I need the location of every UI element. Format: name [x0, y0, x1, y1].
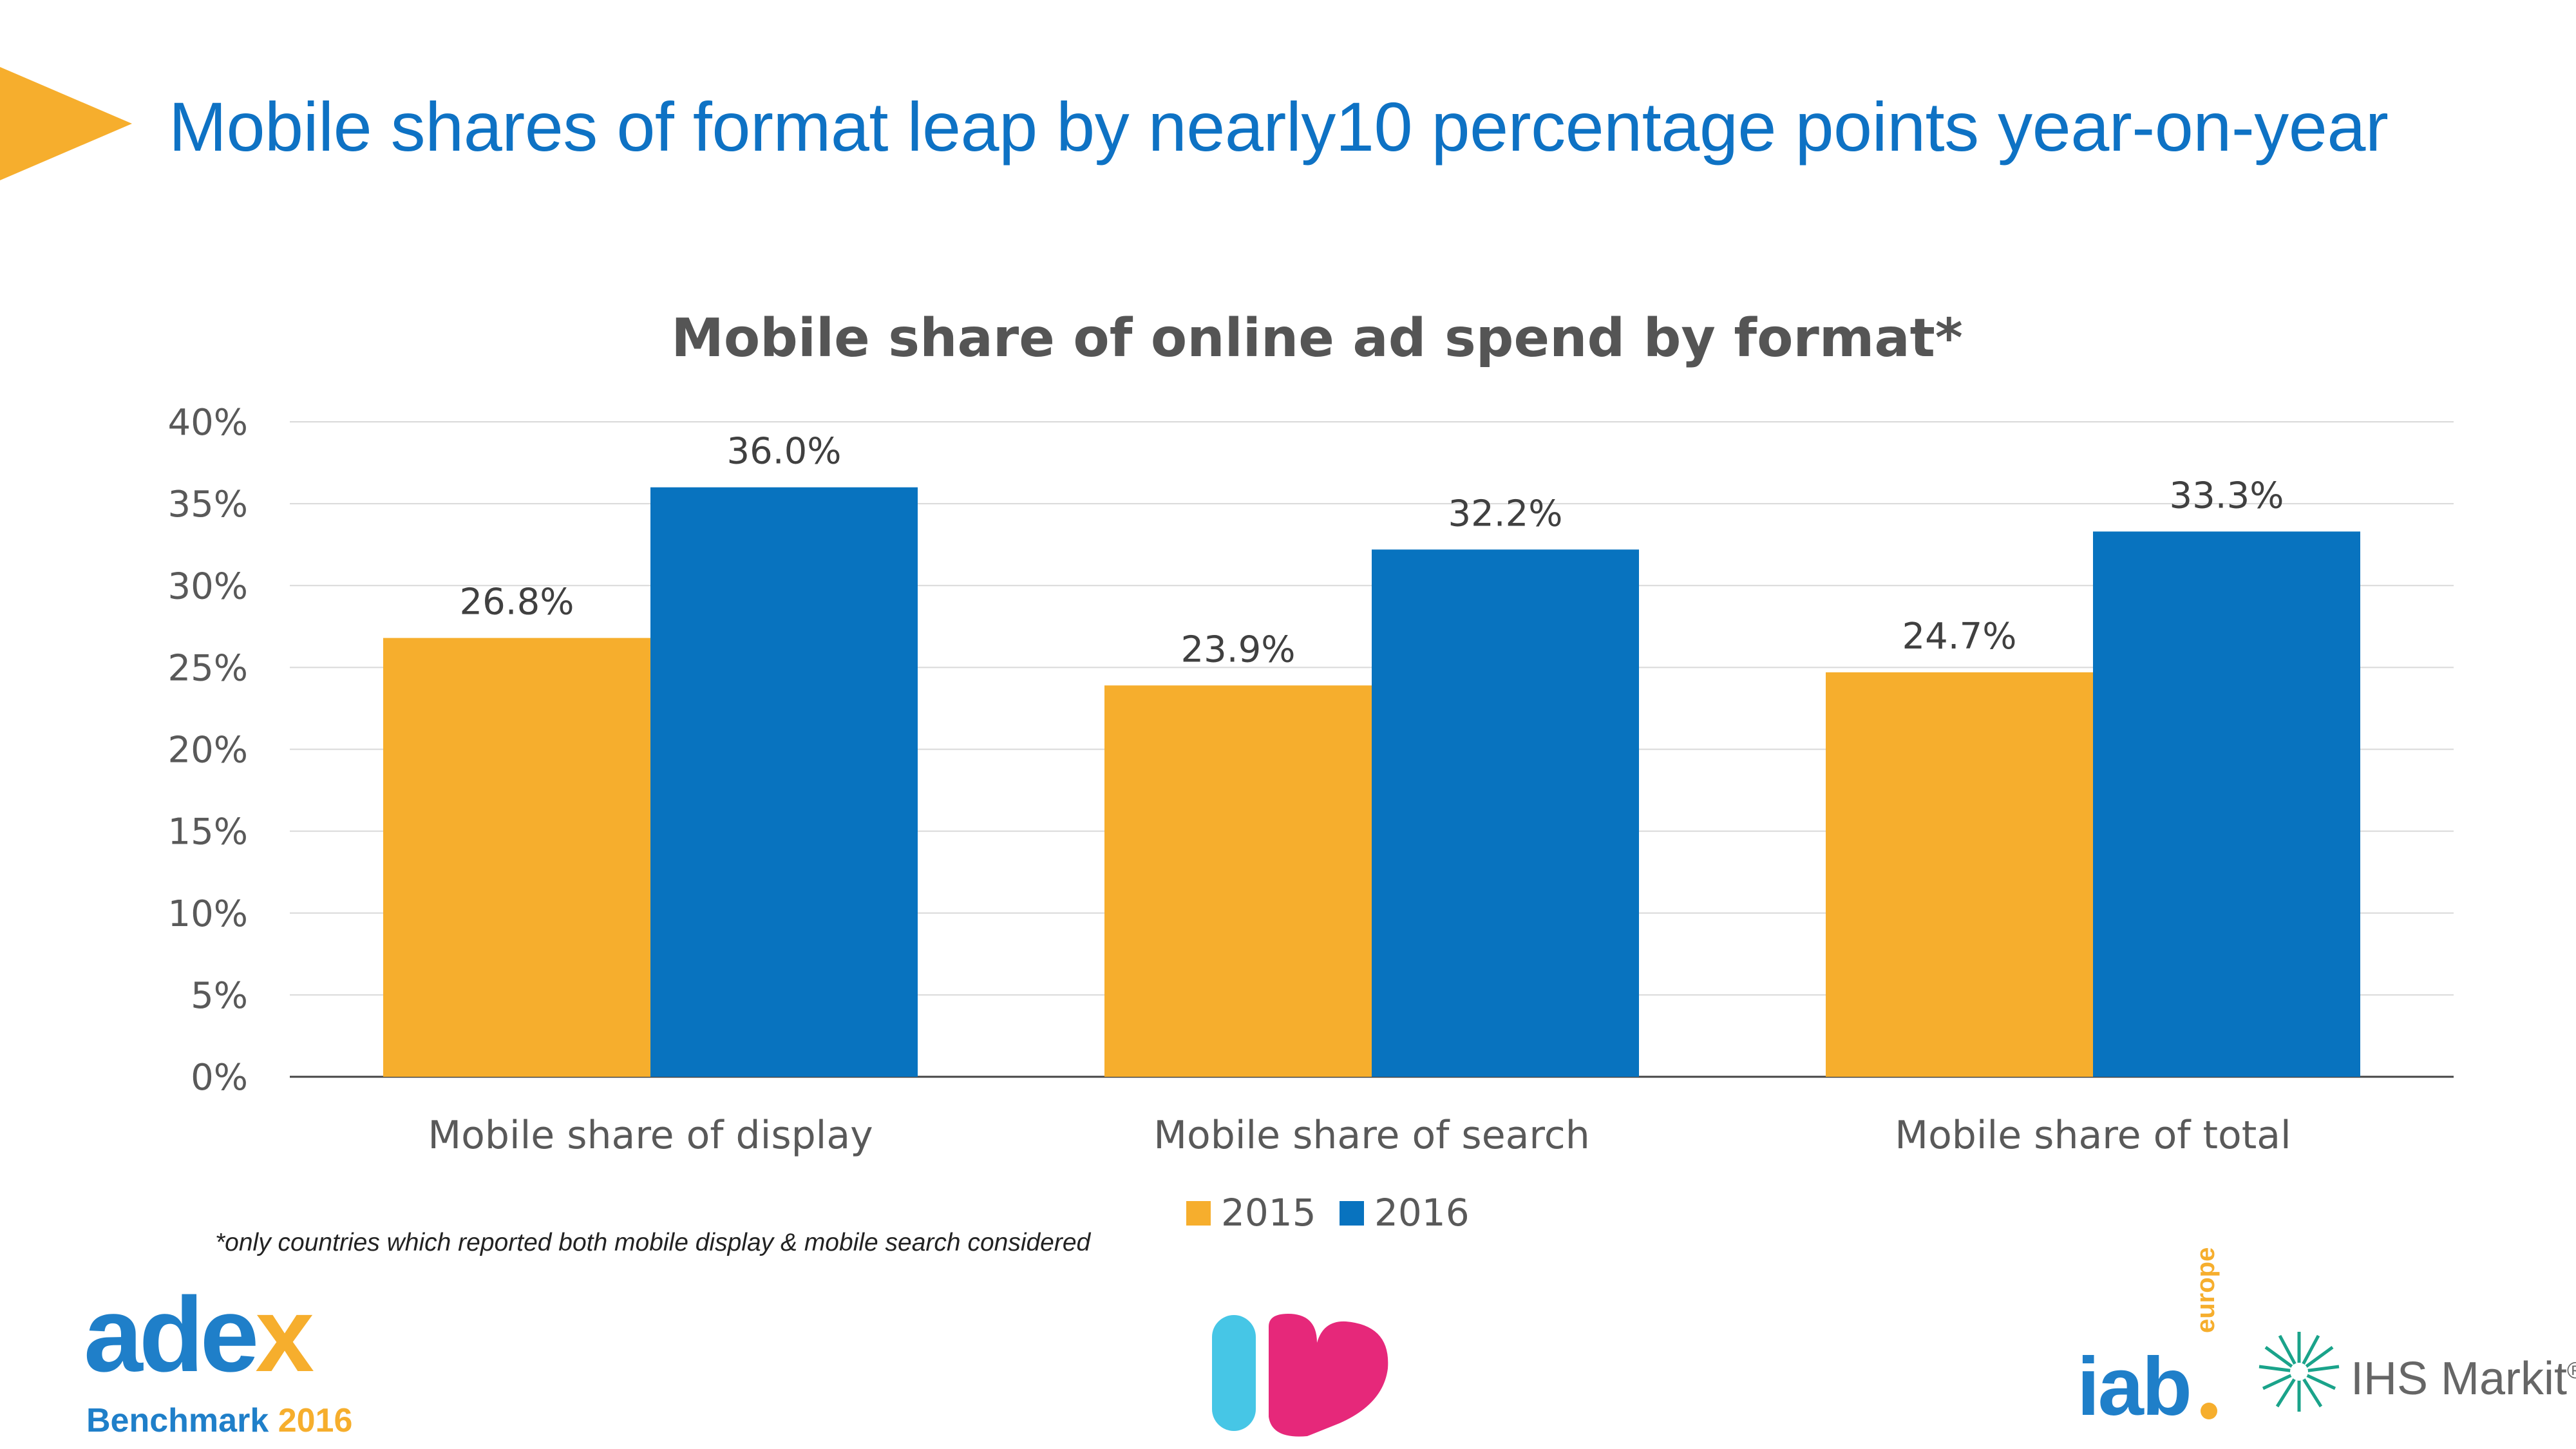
slide-title: Mobile shares of format leap by nearly10… [169, 88, 2389, 166]
adex-logo-word: adex [84, 1275, 314, 1394]
x-category-label: Mobile share of total [1895, 1113, 2291, 1158]
chart-title: Mobile share of online ad spend by forma… [671, 308, 1962, 369]
ihs-markit-logo: IHS Markit® [2254, 1327, 2576, 1430]
y-tick-label: 30% [168, 565, 248, 607]
title-arrow-decoration [0, 67, 132, 180]
bar-2016-3 [2093, 531, 2360, 1077]
x-category-label: Mobile share of display [428, 1113, 873, 1158]
data-label: 23.9% [1181, 629, 1296, 670]
data-label: 26.8% [460, 582, 574, 623]
legend-label: 2016 [1374, 1191, 1470, 1235]
iab-europe-logo: iab europe [2077, 1247, 2231, 1443]
iab-logo-dot [2201, 1403, 2217, 1419]
legend-swatch-2015 [1186, 1201, 1211, 1226]
legend-swatch-2016 [1340, 1201, 1364, 1226]
data-label: 33.3% [2170, 475, 2284, 516]
bar-2016-1 [650, 487, 918, 1077]
bar-2015-2 [1104, 685, 1372, 1077]
iab-logo-word: iab [2077, 1341, 2192, 1433]
data-label: 36.0% [727, 431, 842, 473]
y-tick-label: 20% [168, 730, 248, 772]
bar-2016-2 [1372, 549, 1639, 1077]
ihs-logo-word: IHS Markit® [2351, 1353, 2576, 1405]
data-label: 32.2% [1448, 493, 1563, 535]
y-tick-label: 10% [168, 893, 248, 935]
y-tick-label: 15% [168, 811, 248, 853]
y-tick-label: 5% [191, 975, 248, 1017]
adex-logo-subtitle: Benchmark 2016 [86, 1402, 353, 1439]
bar-chart: Mobile share of online ad spend by forma… [168, 308, 2454, 1235]
bar-2015-3 [1826, 672, 2093, 1077]
y-tick-label: 25% [168, 647, 248, 689]
data-label: 24.7% [1902, 616, 2017, 658]
adex-benchmark-logo: adex Benchmark 2016 [84, 1282, 354, 1443]
iab-logo-europe: europe [2192, 1247, 2220, 1333]
y-tick-label: 0% [191, 1057, 248, 1099]
ihs-starburst-icon [2259, 1332, 2340, 1412]
bar-2015-1 [383, 638, 650, 1077]
x-category-label: Mobile share of search [1153, 1113, 1590, 1158]
footnote: *only countries which reported both mobi… [215, 1229, 1091, 1256]
y-tick-label: 35% [168, 484, 248, 526]
legend-label: 2015 [1221, 1191, 1316, 1235]
heart-logo-icon [1212, 1314, 1388, 1437]
y-tick-label: 40% [168, 402, 248, 444]
